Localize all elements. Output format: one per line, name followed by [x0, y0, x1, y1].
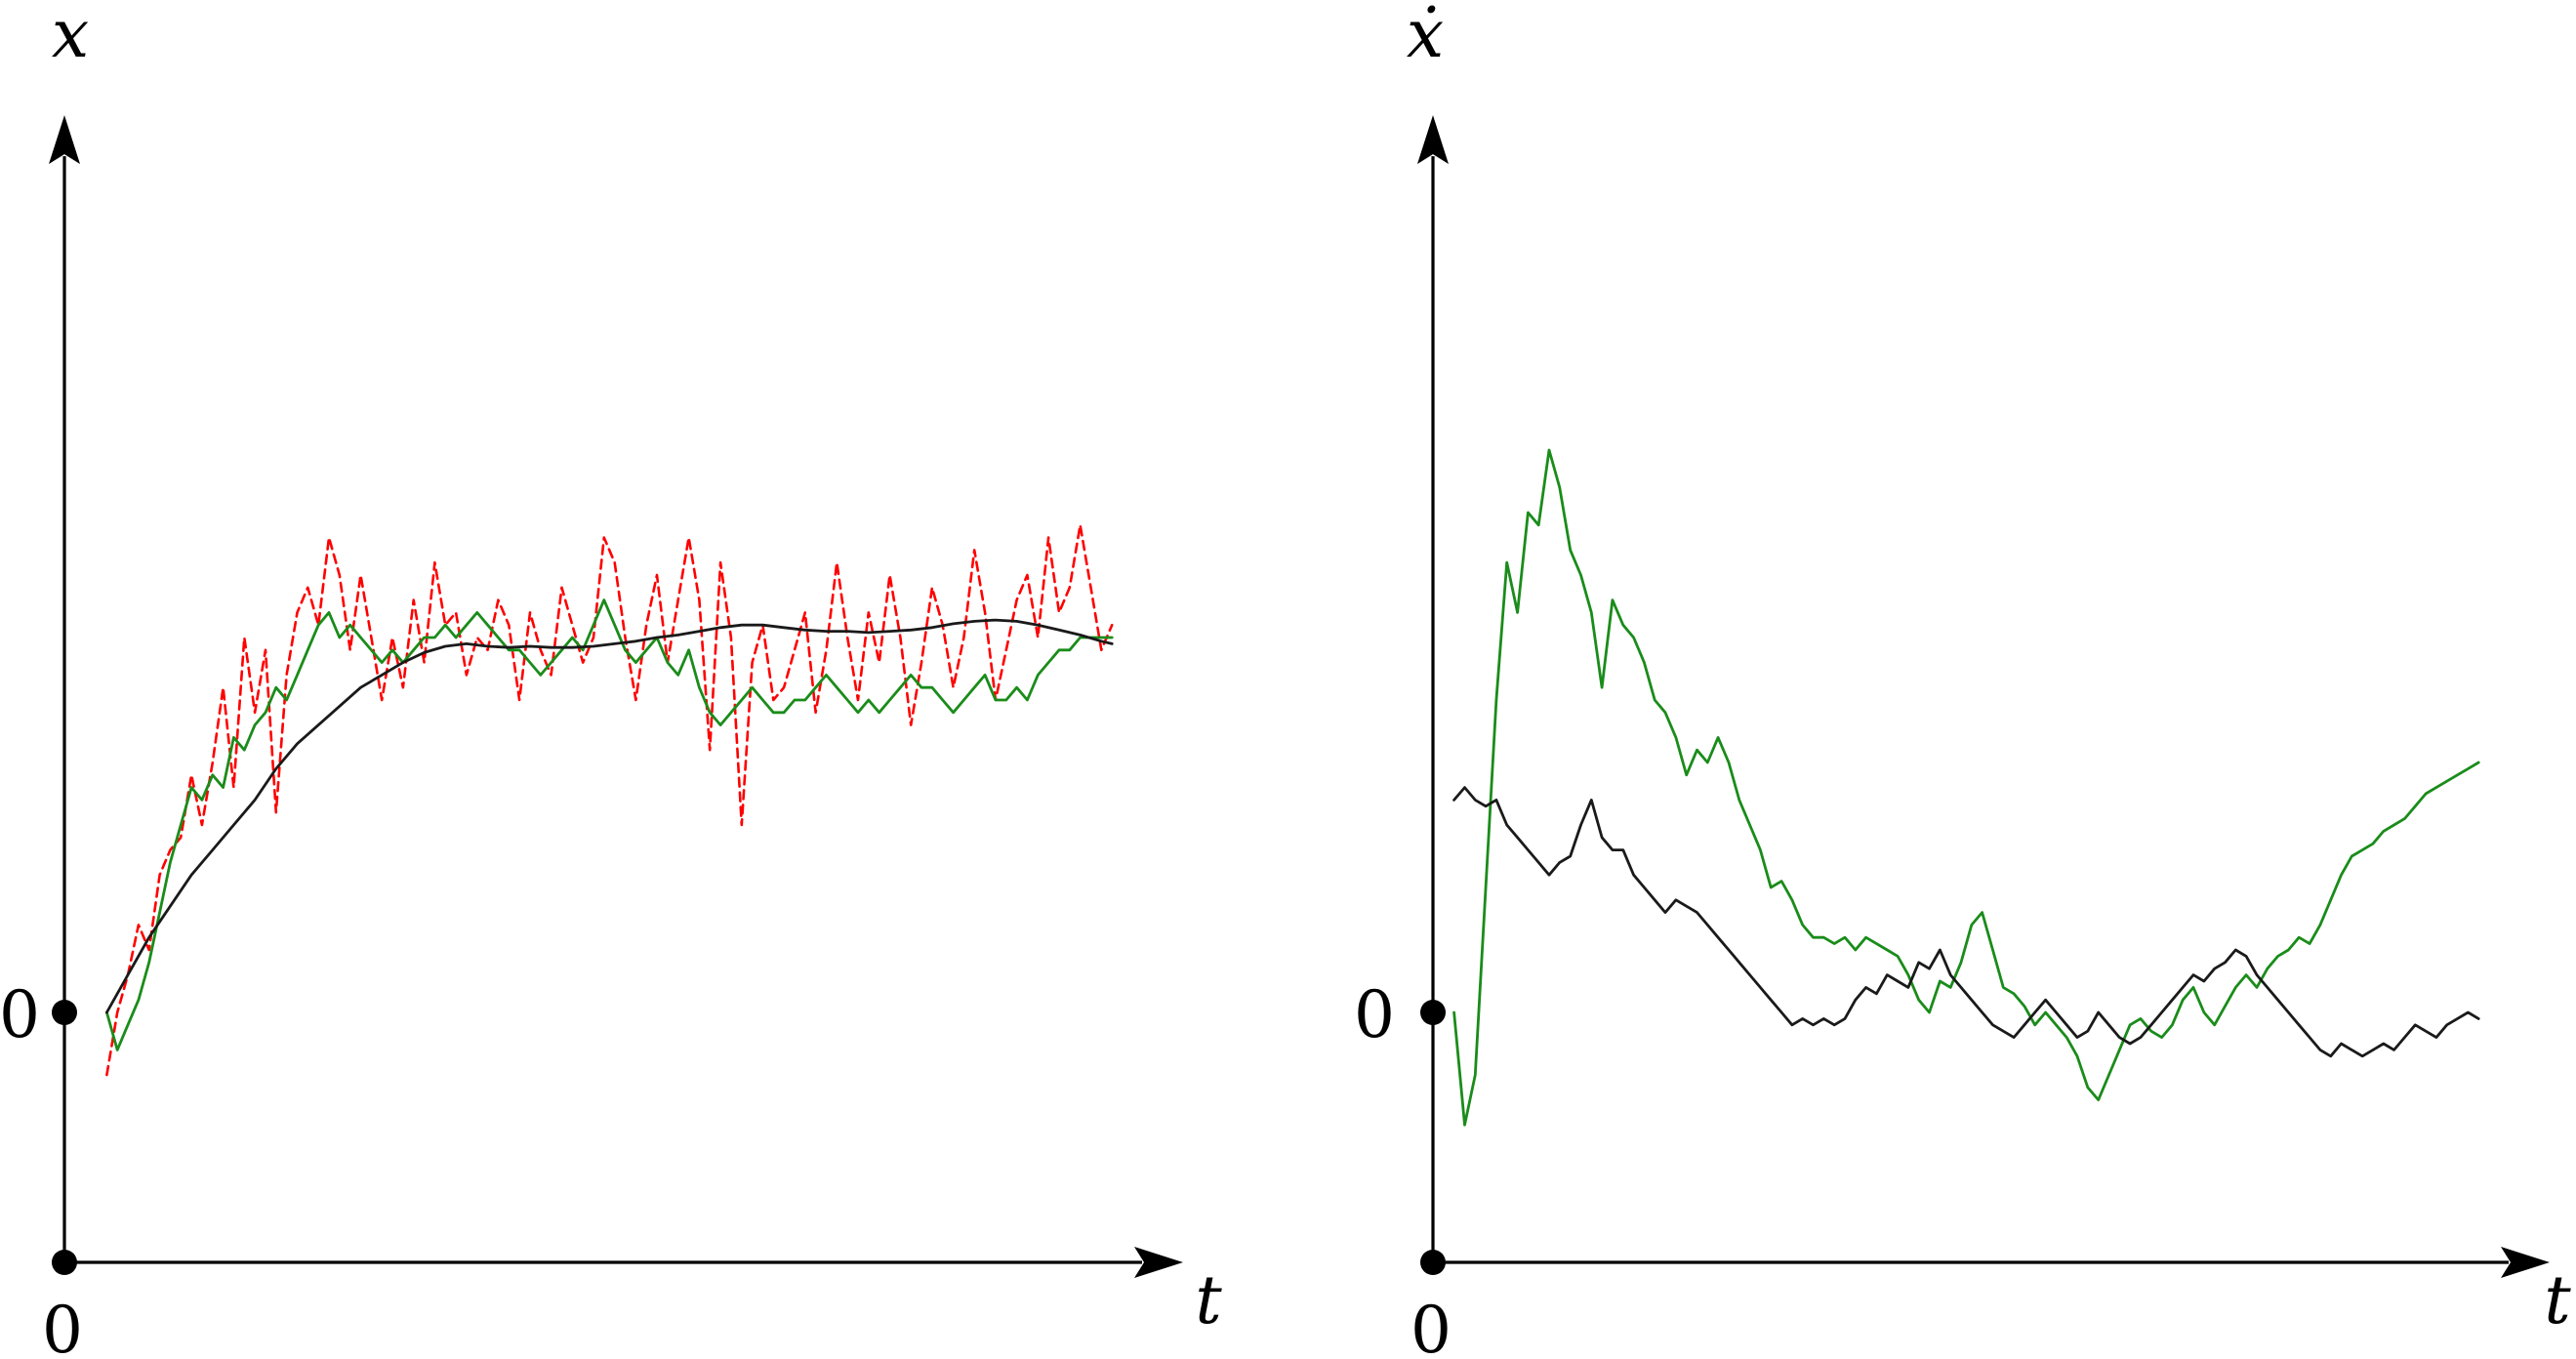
right-plot-series — [1452, 448, 2480, 1127]
right-y-axis-label: ẋ — [1407, 0, 1444, 73]
left-series-0-line — [105, 523, 1114, 1077]
left-y-axis-arrow — [49, 115, 80, 164]
left-y-axis-label: x — [52, 0, 89, 73]
right-zero-tick-label: 0 — [1354, 977, 1395, 1052]
left-zero-level-dot — [52, 1000, 77, 1025]
right-panel: ẋ t 0 0 — [1354, 0, 2571, 1359]
right-x-axis-arrow — [2501, 1247, 2550, 1278]
right-zero-level-dot — [1420, 1000, 1446, 1025]
left-series-1-line — [105, 598, 1114, 1051]
right-series-0-line — [1452, 448, 2480, 1127]
left-origin-label: 0 — [42, 1293, 83, 1359]
left-panel: x t 0 0 — [0, 0, 1222, 1359]
right-y-axis-arrow — [1417, 115, 1449, 164]
left-x-axis-arrow — [1134, 1247, 1183, 1278]
left-zero-tick-label: 0 — [0, 977, 40, 1052]
left-origin-dot — [52, 1250, 77, 1275]
right-series-1-line — [1452, 786, 2480, 1058]
left-x-axis-label: t — [1195, 1262, 1222, 1339]
right-x-axis-label: t — [2544, 1262, 2571, 1339]
left-plot-series — [105, 523, 1114, 1077]
right-origin-label: 0 — [1411, 1293, 1452, 1359]
right-origin-dot — [1420, 1250, 1446, 1275]
left-series-2-line — [105, 618, 1114, 1014]
